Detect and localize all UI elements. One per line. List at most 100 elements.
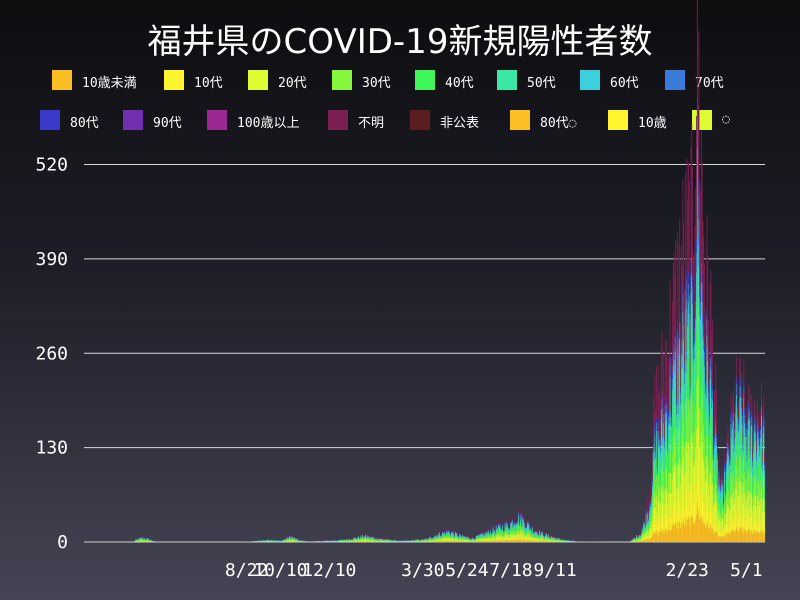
- day-bar-stack: [289, 535, 291, 542]
- bar-segment: [444, 532, 446, 534]
- day-bar-stack: [524, 525, 526, 542]
- bar-segment: [482, 533, 484, 535]
- bar-segment: [361, 538, 363, 540]
- bar-segment: [486, 535, 488, 537]
- bar-segment: [499, 530, 501, 533]
- legend-label: 50代: [527, 76, 556, 91]
- bar-segment: [144, 540, 146, 542]
- bar-segment: [486, 533, 488, 535]
- bar-segment: [539, 533, 541, 535]
- bar-segment: [509, 530, 511, 533]
- bar-segment: [476, 538, 478, 540]
- day-bar-stack: [446, 530, 448, 542]
- day-bar-stack: [476, 534, 478, 542]
- bar-segment: [288, 536, 290, 538]
- bar-segment: [449, 531, 451, 533]
- day-bar-stack: [529, 526, 531, 542]
- bar-segment: [511, 515, 513, 519]
- bar-segment: [143, 539, 145, 541]
- bar-segment: [367, 539, 369, 541]
- bar-segment: [536, 529, 538, 532]
- bar-segment: [538, 540, 540, 542]
- bar-segment: [467, 537, 469, 539]
- bar-segment: [524, 536, 526, 540]
- bar-segment: [462, 541, 464, 542]
- bar-segment: [434, 535, 436, 536]
- bar-segment: [441, 541, 443, 542]
- bar-segment: [438, 530, 440, 532]
- bar-segment: [507, 524, 508, 527]
- bar-segment: [499, 522, 500, 525]
- day-bar-stack: [284, 538, 286, 542]
- bar-segment: [138, 537, 140, 538]
- bar-segment: [366, 536, 367, 537]
- bar-segment: [536, 539, 538, 542]
- bar-segment: [505, 526, 507, 527]
- bar-segment: [525, 526, 527, 527]
- bar-segment: [445, 540, 447, 542]
- day-bar-stack: [418, 539, 420, 542]
- day-bar-stack: [269, 539, 270, 542]
- bar-segment: [543, 534, 544, 536]
- bar-segment: [475, 534, 477, 536]
- bar-segment: [511, 534, 512, 538]
- bar-segment: [537, 541, 539, 542]
- bar-segment: [451, 538, 453, 541]
- day-bar-stack: [518, 508, 520, 542]
- bar-segment: [528, 538, 530, 541]
- bar-segment: [512, 533, 514, 536]
- bar-segment: [475, 536, 477, 538]
- bar-segment: [542, 532, 544, 533]
- bar-segment: [507, 539, 509, 541]
- day-bar-stack: [465, 535, 467, 542]
- legend-label: 90代: [153, 116, 182, 131]
- bar-segment: [510, 523, 512, 526]
- bar-segment: [455, 536, 457, 539]
- bar-segment: [382, 540, 383, 541]
- bar-segment: [354, 540, 356, 542]
- bar-segment: [360, 534, 362, 536]
- bar-segment: [512, 530, 514, 534]
- bar-segment: [353, 539, 355, 541]
- bar-segment: [480, 532, 482, 534]
- bar-segment: [442, 529, 444, 532]
- bar-segment: [521, 532, 523, 536]
- bar-segment: [354, 540, 355, 542]
- bar-segment: [502, 538, 504, 541]
- bar-segment: [527, 534, 529, 538]
- bar-segment: [510, 540, 512, 542]
- bar-segment: [503, 528, 505, 531]
- bar-segment: [285, 540, 287, 541]
- day-bar-stack: [322, 540, 324, 542]
- bar-segment: [482, 533, 484, 534]
- bar-segment: [366, 538, 368, 540]
- day-bar-stack: [404, 540, 406, 542]
- bar-segment: [481, 540, 483, 542]
- day-bar-stack: [260, 540, 262, 542]
- bar-segment: [519, 535, 520, 539]
- bar-segment: [451, 533, 453, 534]
- bar-segment: [479, 534, 481, 536]
- bar-segment: [289, 538, 291, 540]
- bar-segment: [373, 540, 375, 542]
- bar-segment: [511, 523, 513, 527]
- day-bar-stack: [472, 537, 474, 542]
- bar-segment: [518, 513, 520, 516]
- bar-segment: [438, 536, 440, 538]
- day-bar-stack: [327, 540, 329, 542]
- day-bar-stack: [312, 541, 314, 542]
- bar-segment: [466, 535, 468, 537]
- bar-segment: [365, 534, 367, 536]
- day-bar-stack: [289, 534, 290, 542]
- bar-segment: [435, 538, 437, 540]
- bar-segment: [454, 541, 456, 542]
- bar-segment: [459, 536, 461, 538]
- bar-segment: [378, 540, 380, 542]
- bar-segment: [438, 537, 440, 539]
- bar-segment: [526, 526, 528, 527]
- bar-segment: [551, 538, 552, 540]
- bar-segment: [491, 533, 492, 534]
- bar-segment: [363, 539, 365, 541]
- bar-segment: [461, 535, 463, 536]
- bar-segment: [516, 524, 518, 527]
